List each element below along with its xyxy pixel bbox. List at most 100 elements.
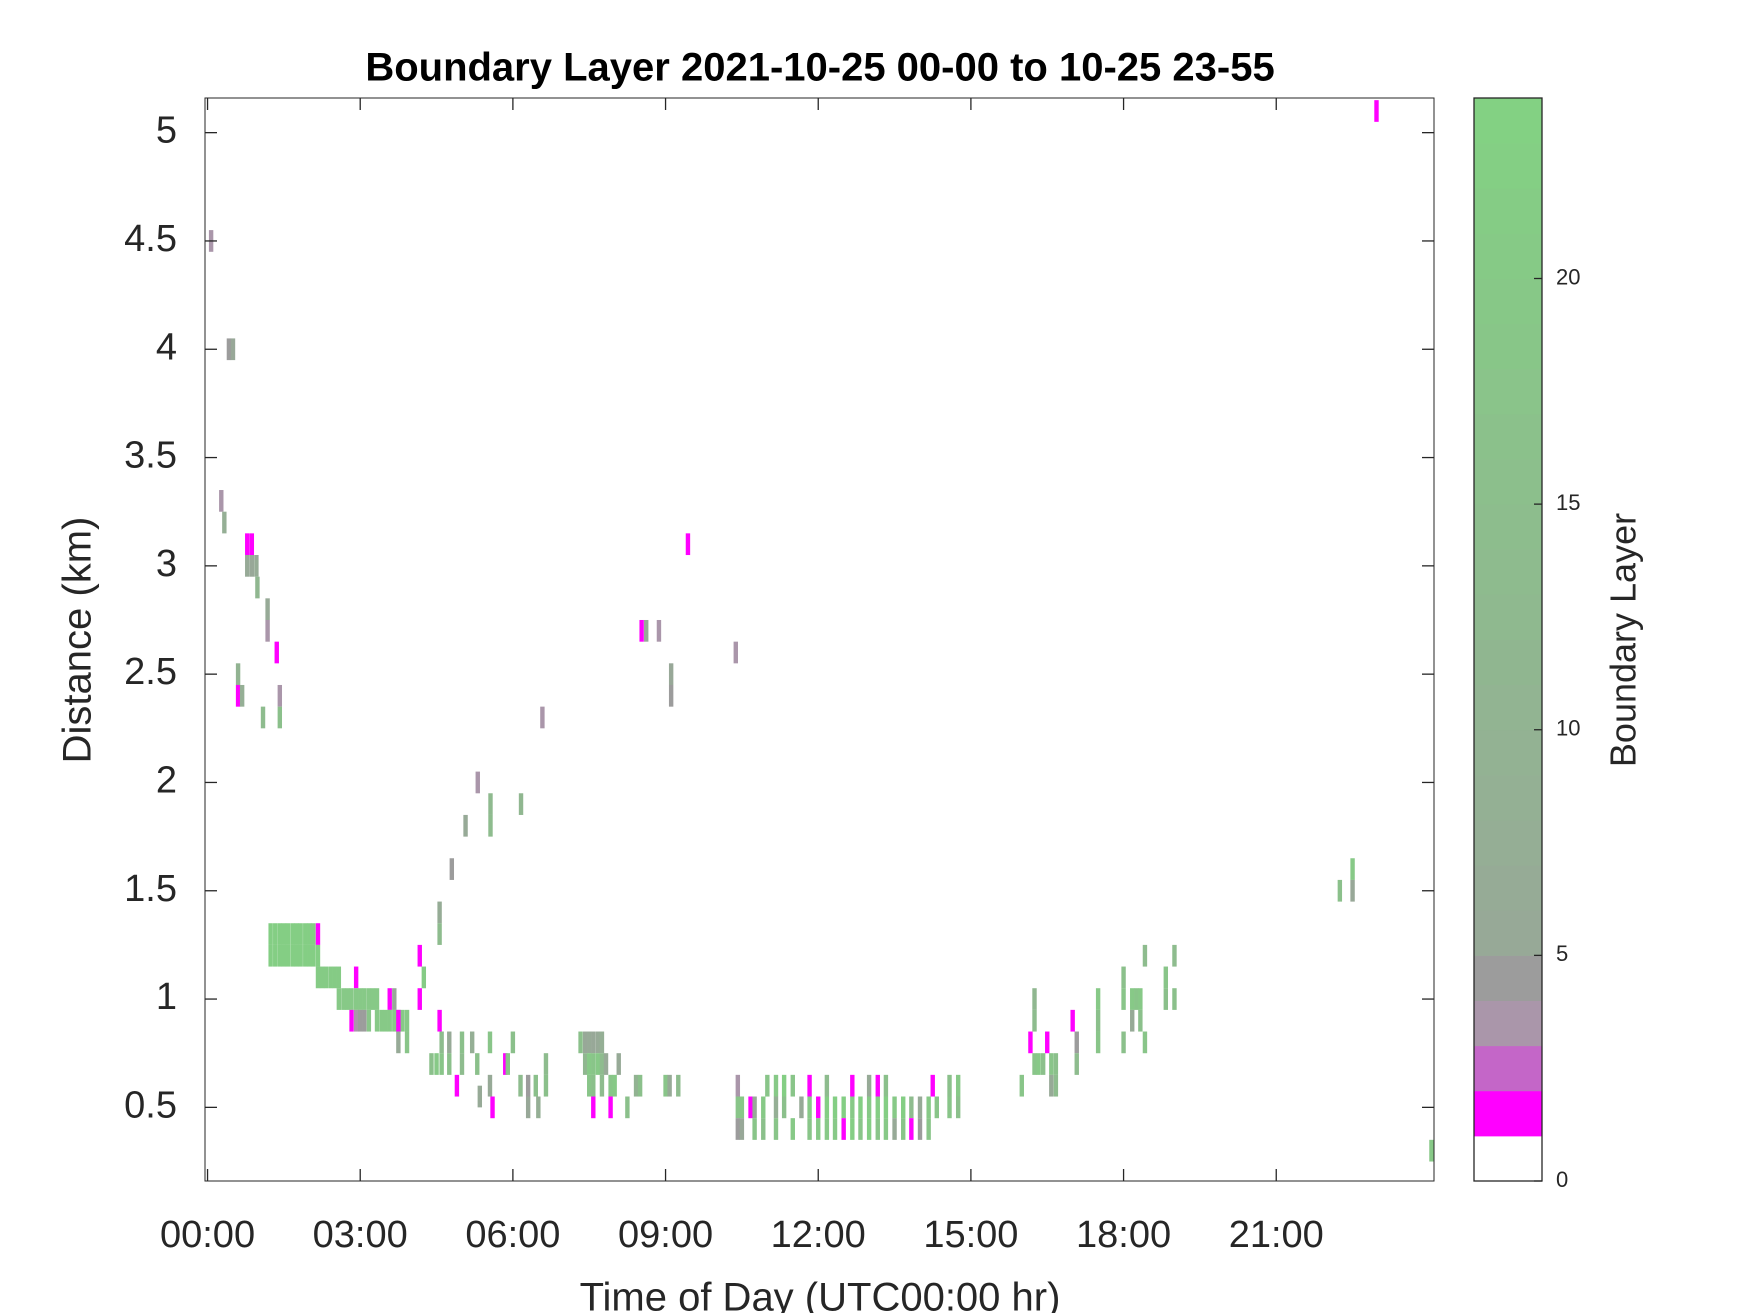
heatmap-cell [947,1096,952,1119]
heatmap-cell [1429,1139,1434,1162]
heatmap-cell [353,966,359,989]
heatmap-cell [656,619,662,642]
heatmap-cell [222,511,227,534]
heatmap-cell [790,1118,795,1140]
heatmap-cell [417,944,422,967]
heatmap-cell [599,1074,605,1097]
heatmap-cell [1074,1053,1079,1075]
heatmap-cell [239,684,245,707]
heatmap-cell [875,1074,880,1097]
y-tick-label: 2 [156,759,177,801]
heatmap-cell [268,923,273,945]
heatmap-cell [637,1074,643,1097]
colorbar-band [1474,865,1542,911]
heatmap-cell [336,966,342,989]
heatmap-cell [790,1074,795,1097]
heatmap-cell [349,988,354,1010]
heatmap-cell [1337,879,1343,902]
heatmap-cell [917,1118,923,1140]
x-tick-label: 12:00 [771,1214,866,1256]
heatmap-cell [807,1118,812,1140]
heatmap-cell [366,1009,372,1032]
heatmap-cell [926,1118,931,1140]
heatmap-cell [1028,1031,1033,1054]
heatmap-cell [850,1096,855,1119]
colorbar-tick-label: 10 [1556,716,1580,741]
heatmap-cell [587,1031,592,1054]
heatmap-cell [235,684,241,707]
heatmap-cell [454,1074,460,1097]
heatmap-cell [358,1009,363,1032]
heatmap-cell [582,1053,588,1075]
heatmap-cell [290,923,295,945]
heatmap-cell [488,814,493,837]
heatmap-cell [667,1074,672,1097]
heatmap-cell [219,490,224,512]
heatmap-cell [901,1096,906,1119]
heatmap-cell [277,923,283,945]
heatmap-cell [1032,988,1037,1010]
heatmap-cell [883,1096,889,1119]
heatmap-cell [510,1031,516,1054]
heatmap-cell [298,923,303,945]
heatmap-cell [591,1031,596,1054]
colorbar-band [1474,774,1542,821]
heatmap-cell [816,1096,821,1119]
heatmap-cell [591,1096,596,1119]
heatmap-cell [434,1053,439,1075]
heatmap-cell [469,1031,475,1054]
heatmap-cell [323,966,329,989]
heatmap-cell [752,1096,757,1119]
heatmap-cell [875,1118,880,1140]
heatmap-cell [1032,1009,1037,1032]
heatmap-cell [387,1009,392,1032]
heatmap-cell [260,706,266,729]
heatmap-cell [858,1118,863,1140]
heatmap-cell [447,1031,452,1054]
heatmap-cell [525,1074,531,1097]
heatmap-cell [1374,100,1379,122]
heatmap-cell [735,1118,741,1140]
colorbar-band [1474,1045,1542,1092]
heatmap-cell [934,1096,940,1119]
heatmap-cell [404,1009,410,1032]
heatmap-cells [208,100,1434,1162]
heatmap-cell [668,684,674,707]
heatmap-cell [748,1096,753,1119]
colorbar-tick-label: 20 [1556,264,1580,289]
heatmap-cell [273,944,278,967]
y-tick-label: 3 [156,543,177,585]
heatmap-cell [383,1009,388,1032]
heatmap-cell [595,1053,601,1075]
heatmap-cell [230,338,236,361]
heatmap-cell [540,706,545,729]
colorbar-band [1474,594,1542,640]
chart-title: Boundary Layer 2021-10-25 00-00 to 10-25… [365,46,1274,90]
y-tick-label: 4.5 [124,218,177,260]
colorbar-band [1474,820,1542,866]
x-tick-label: 09:00 [618,1214,713,1256]
heatmap-cell [883,1074,889,1097]
heatmap-cell [277,684,283,707]
heatmap-cell [926,1096,931,1119]
heatmap-cell [761,1118,766,1140]
heatmap-cell [616,1053,621,1075]
heatmap-cell [459,1031,465,1054]
colorbar-band [1474,143,1542,189]
heatmap-cell [358,988,363,1010]
heatmap-cell [1095,1009,1101,1032]
heatmap-cell [421,966,427,989]
heatmap-cell [294,944,299,967]
heatmap-cell [612,1074,617,1097]
heatmap-cell [807,1096,812,1119]
colorbar-band [1474,1000,1542,1047]
heatmap-cell [328,966,333,989]
plot-frame [204,97,1435,1182]
colorbar-band [1474,639,1542,686]
heatmap-cell [254,555,259,577]
heatmap-cell [417,988,422,1010]
heatmap-cell [439,1031,444,1054]
heatmap-cell [315,944,321,967]
y-tick-label: 2.5 [124,651,177,693]
heatmap-cell [901,1118,906,1140]
